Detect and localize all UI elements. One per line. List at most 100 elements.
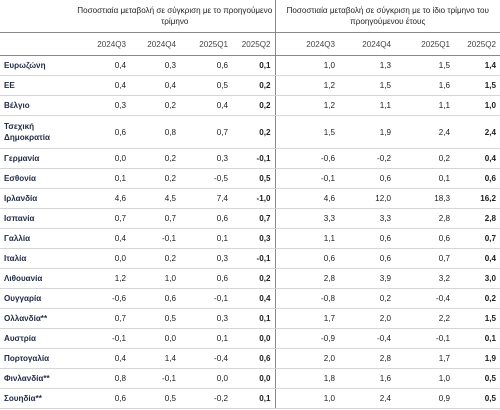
qoq-value-cell: 0,1 — [75, 168, 130, 189]
country-name: Ισπανία — [0, 208, 75, 229]
yoy-value-cell: 3,3 — [275, 208, 339, 229]
table-row: Φινλανδία** 0,8 -0,1 0,0 0,0 1,8 1,6 1,0 0,5 — [0, 368, 500, 389]
qoq-value-cell: 0,2 — [232, 95, 276, 116]
country-name: Ουγγαρία — [0, 288, 75, 309]
yoy-value-cell: 1,7 — [395, 348, 454, 369]
yoy-value-cell: 0,2 — [339, 288, 395, 309]
country-name: Φινλανδία** — [0, 368, 75, 389]
yoy-value-cell: 1,0 — [454, 95, 500, 116]
group-header-yoy: Ποσοστιαία μεταβολή σε σύγκριση με το ίδ… — [275, 0, 500, 33]
yoy-value-cell: 0,1 — [454, 328, 500, 349]
qoq-value-cell: 0,4 — [75, 348, 130, 369]
qoq-value-cell: 0,1 — [232, 388, 276, 409]
qoq-value-cell: 0,8 — [130, 115, 180, 149]
yoy-value-cell: -0,8 — [275, 288, 339, 309]
qoq-value-cell: 0,5 — [180, 75, 232, 96]
yoy-value-cell: 2,8 — [339, 348, 395, 369]
yoy-value-cell: 2,8 — [395, 208, 454, 229]
yoy-value-cell: 1,5 — [454, 75, 500, 96]
yoy-value-cell: 1,1 — [339, 95, 395, 116]
country-name: Αυστρία — [0, 328, 75, 349]
yoy-value-cell: 0,5 — [454, 388, 500, 409]
yoy-value-cell: 1,9 — [454, 348, 500, 369]
qoq-value-cell: 0,4 — [75, 75, 130, 96]
yoy-value-cell: 0,6 — [275, 248, 339, 269]
yoy-value-cell: 1,0 — [275, 388, 339, 409]
yoy-value-cell: -0,6 — [275, 148, 339, 169]
yoy-value-cell: 1,1 — [275, 228, 339, 249]
qoq-value-cell: 0,4 — [130, 75, 180, 96]
qoq-value-cell: 0,4 — [75, 55, 130, 76]
yoy-value-cell: 0,9 — [395, 388, 454, 409]
qoq-value-cell: 0,0 — [180, 368, 232, 389]
yoy-value-cell: 3,9 — [339, 268, 395, 289]
yoy-value-cell: 1,8 — [275, 368, 339, 389]
yoy-value-cell: 2,8 — [454, 208, 500, 229]
yoy-value-cell: 0,6 — [339, 228, 395, 249]
qoq-value-cell: 0,6 — [180, 55, 232, 76]
yoy-value-cell: 1,7 — [275, 308, 339, 329]
qoq-value-cell: 0,1 — [232, 308, 276, 329]
qoq-value-cell: 0,8 — [75, 368, 130, 389]
yoy-value-cell: 1,2 — [275, 75, 339, 96]
qoq-value-cell: 0,3 — [75, 95, 130, 116]
yoy-value-cell: -0,1 — [275, 168, 339, 189]
qoq-value-cell: -1,0 — [232, 188, 276, 209]
qoq-value-cell: 0,2 — [232, 268, 276, 289]
country-column-header — [0, 32, 75, 56]
qoq-value-cell: -0,6 — [75, 288, 130, 309]
yoy-value-cell: -0,4 — [339, 328, 395, 349]
yoy-value-cell: 1,6 — [339, 368, 395, 389]
qoq-value-cell: 4,5 — [130, 188, 180, 209]
qoq-value-cell: 0,6 — [75, 115, 130, 149]
qoq-value-cell: -0,2 — [180, 388, 232, 409]
yoy-value-cell: 1,5 — [395, 55, 454, 76]
qoq-value-cell: 0,5 — [130, 308, 180, 329]
column-header: 2025Q1 — [180, 32, 232, 56]
yoy-value-cell: 16,2 — [454, 188, 500, 209]
yoy-value-cell: 2,4 — [454, 115, 500, 149]
country-name: Πορτογαλία — [0, 348, 75, 369]
table-row: Εσθονία 0,1 0,2 -0,5 0,5 -0,1 0,6 0,1 0,6 — [0, 168, 500, 189]
qoq-value-cell: 0,6 — [232, 348, 276, 369]
country-name: Γαλλία — [0, 228, 75, 249]
yoy-value-cell: 1,5 — [454, 308, 500, 329]
qoq-value-cell: 0,3 — [180, 308, 232, 329]
yoy-value-cell: 0,5 — [454, 368, 500, 389]
table-row: Τσεχική Δημοκρατία 0,6 0,8 0,7 0,2 1,5 1,9 2,4 2… — [0, 115, 500, 149]
qoq-value-cell: 0,2 — [232, 75, 276, 96]
yoy-value-cell: 2,0 — [275, 348, 339, 369]
table-row: Γαλλία 0,4 -0,1 0,1 0,3 1,1 0,6 0,6 0,7 — [0, 228, 500, 249]
yoy-value-cell: 2,8 — [275, 268, 339, 289]
qoq-value-cell: 0,7 — [75, 208, 130, 229]
yoy-value-cell: 1,0 — [275, 55, 339, 76]
table-row: Πορτογαλία 0,4 1,4 -0,4 0,6 2,0 2,8 1,7 1,9 — [0, 348, 500, 369]
country-name: ΕΕ — [0, 75, 75, 96]
table-row: Λιθουανία 1,2 1,0 0,6 0,2 2,8 3,9 3,2 3,0 — [0, 268, 500, 289]
yoy-value-cell: 3,3 — [339, 208, 395, 229]
country-name: Γερμανία — [0, 148, 75, 169]
yoy-value-cell: 0,6 — [454, 168, 500, 189]
yoy-value-cell: 12,0 — [339, 188, 395, 209]
column-header: 2024Q3 — [275, 32, 339, 56]
qoq-value-cell: 0,2 — [232, 115, 276, 149]
qoq-value-cell: 0,2 — [130, 168, 180, 189]
country-name: Ιταλία — [0, 248, 75, 269]
table-row: ΕΕ 0,4 0,4 0,5 0,2 1,2 1,5 1,6 1,5 — [0, 75, 500, 96]
qoq-value-cell: 0,4 — [232, 288, 276, 309]
yoy-value-cell: 3,2 — [395, 268, 454, 289]
group-header-qoq: Ποσοστιαία μεταβολή σε σύγκριση με το πρ… — [75, 0, 276, 33]
qoq-value-cell: 0,2 — [130, 95, 180, 116]
qoq-value-cell: 0,0 — [130, 328, 180, 349]
qoq-value-cell: 0,6 — [180, 268, 232, 289]
qoq-value-cell: -0,4 — [180, 348, 232, 369]
table-row: Ιρλανδία 4,6 4,5 7,4 -1,0 4,6 12,0 18,3 16,2 — [0, 188, 500, 209]
yoy-value-cell: 1,5 — [275, 115, 339, 149]
qoq-value-cell: 0,2 — [130, 148, 180, 169]
qoq-value-cell: 0,3 — [180, 148, 232, 169]
qoq-value-cell: 0,5 — [130, 388, 180, 409]
yoy-value-cell: -0,2 — [339, 148, 395, 169]
qoq-value-cell: 1,0 — [130, 268, 180, 289]
country-name: Ολλανδία** — [0, 308, 75, 329]
